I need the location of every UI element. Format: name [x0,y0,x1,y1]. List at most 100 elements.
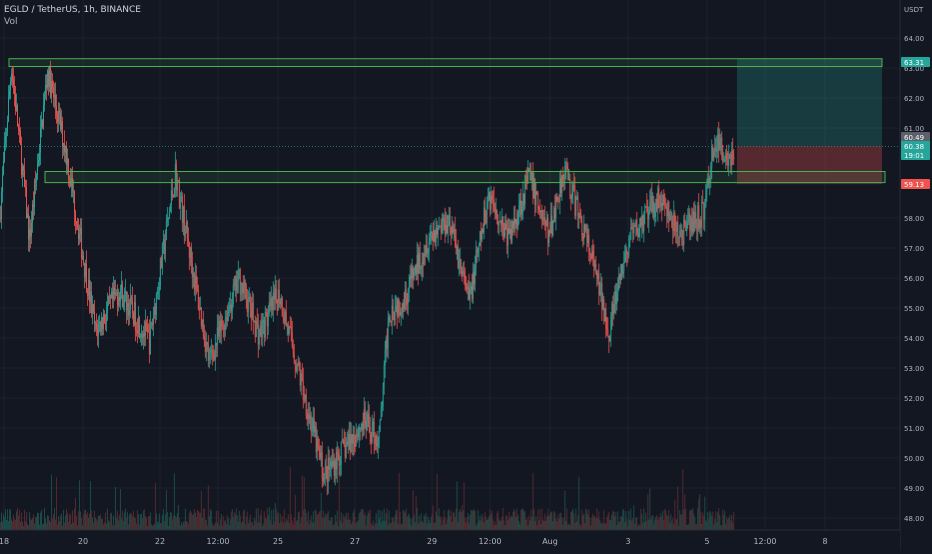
candle [528,167,530,172]
volume-bar [706,521,708,530]
volume-bar [474,510,476,530]
candle-body [322,478,324,482]
candle-body [6,132,7,137]
candle-body [373,421,375,444]
candle [359,426,361,441]
candle-body [437,228,439,235]
candle [587,224,589,248]
volume-bar [389,522,391,530]
candle-body [684,219,686,223]
candle [640,216,642,228]
candle-body [71,177,73,192]
candle [709,175,711,196]
volume-bar [663,519,665,530]
candle [66,148,68,175]
volume-label[interactable]: Vol [4,17,18,27]
symbol-title[interactable]: EGLD / TetherUS, 1h, BINANCE [4,5,141,15]
candle-body [567,168,569,181]
candle [566,157,568,171]
candle [252,293,254,335]
volume-bar [195,516,197,530]
volume-bar [597,517,599,530]
candle [159,257,161,291]
candle [603,295,605,325]
candle-body [596,273,598,280]
volume-bar [692,508,694,530]
candle-body [515,219,517,224]
candle-body [132,313,134,325]
volume-bar [408,513,410,530]
candle-body [402,303,404,312]
candle [196,276,198,293]
volume-bar [686,524,688,530]
volume-bar [532,472,534,530]
candle-body [430,231,432,238]
volume-bar [688,523,690,530]
volume-bar [601,521,603,530]
volume-bar [287,514,289,530]
candle [116,284,118,317]
volume-bar [280,521,282,530]
candle-body [397,299,399,316]
volume-bar [514,511,516,530]
volume-bar [710,512,712,530]
volume-bar [60,513,62,530]
candle-body [670,212,672,215]
candle [128,299,130,325]
candle-body [174,164,176,188]
volume-bar [414,522,416,530]
volume-bar [397,523,399,530]
candle-body [149,323,151,355]
volume-bar [45,518,46,530]
candle-body [173,187,175,198]
long-position-tool[interactable] [737,58,882,185]
candle [12,66,13,88]
volume-bar [381,511,383,530]
candle-body [197,289,199,309]
time-tick-label: 12:00 [753,537,776,546]
time-tick-label: 12:00 [206,537,229,546]
candle [281,296,283,317]
volume-bar [362,509,364,530]
candle [243,275,245,300]
candle-body [200,307,202,327]
candle [715,137,717,159]
volume-bar [691,510,693,530]
candle-body [480,230,482,240]
candle [0,205,1,223]
candle [227,302,229,322]
zone-rectangles[interactable] [8,58,886,184]
volume-bar [610,520,612,530]
candle-body [17,105,18,126]
candle [559,171,561,215]
volume-bar [485,516,487,530]
time-axis[interactable]: 18 20 22 12:00 25 27 29 12:00 Aug 3 5 12:00 8 [0,529,900,550]
volume-bar [234,514,236,530]
candle-body [195,275,197,285]
volume-bar [79,511,81,530]
candle-body [215,343,217,346]
volume-bar [391,517,393,530]
candle [339,456,341,477]
volume-bar [2,521,3,530]
candle-body [36,175,37,182]
candle-body [104,322,106,324]
volume-bar [241,521,243,530]
candle-body [243,281,245,293]
candle-body [522,193,524,208]
candle-body [656,198,658,209]
volume-bar [65,508,67,530]
volume-bar [431,513,433,530]
volume-bar [339,520,341,530]
volume-bar [346,520,348,530]
price-axis[interactable]: USDT64.0063.0062.0061.0058.0057.0056.005… [899,0,932,550]
volume-bar [332,525,334,530]
candle-body [702,201,704,203]
volume-bar [317,513,319,530]
candle-body [481,229,483,240]
candle [691,207,693,237]
volume-bar [77,511,79,530]
candle [520,188,522,222]
